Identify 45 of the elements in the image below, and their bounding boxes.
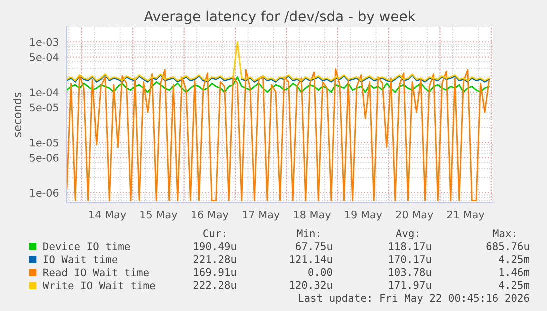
y-tick-label: 5e-05 [30, 104, 58, 112]
line-series [67, 76, 490, 94]
text: 118.17u [389, 242, 432, 250]
text: 103.78u [389, 268, 432, 276]
x-tick-label: 19 May [346, 210, 382, 221]
text: 4.25m [499, 255, 530, 264]
y-tick-label: 5e-06 [30, 154, 59, 162]
text: 1.46m [500, 268, 530, 276]
text: 190.49u [194, 242, 236, 250]
text: Max: [493, 230, 516, 238]
y-tick-label: 1e-04 [30, 88, 59, 96]
y-tick-label: 1e-03 [30, 38, 59, 46]
legend-label: Read IO Wait time [44, 268, 149, 277]
y-tick-label: 1e-06 [30, 189, 59, 198]
y-tick-label: 5e-04 [30, 53, 59, 62]
text: 4.25m [499, 281, 530, 290]
x-tick-label: 14 May [90, 210, 126, 221]
text: 221.28u [194, 255, 236, 264]
text: Cur: [204, 230, 226, 238]
text: 171.97u [389, 281, 432, 290]
text: 222.28u [194, 281, 236, 290]
x-tick-label: 20 May [396, 210, 434, 221]
legend-label: Write IO Wait time [42, 282, 156, 290]
text: 120.32u [290, 281, 332, 290]
text: 170.17u [389, 255, 432, 264]
line-series [67, 68, 490, 202]
text: Last update: Fri May 22 00:45:16 2026 [299, 294, 530, 304]
x-tick-label: 17 May [243, 210, 280, 221]
text: 121.14u [290, 255, 332, 264]
x-tick-label: 18 May [294, 210, 331, 221]
legend-label: Device IO time [44, 242, 130, 250]
text: 0.00 [308, 268, 332, 276]
x-tick-label: 21 May [448, 210, 485, 221]
x-tick-label: 16 May [192, 210, 229, 221]
x-tick-label: 15 May [140, 210, 178, 221]
line-series [67, 41, 490, 82]
y-axis-title: seconds [13, 92, 22, 138]
text: 67.75u [296, 242, 332, 250]
text: Min: [297, 229, 320, 238]
chart-title: Average latency for /dev/sda - by week [144, 10, 416, 24]
text: 169.91u [194, 268, 236, 276]
text: 685.76u [486, 242, 530, 250]
legend-label: IO Wait time [44, 255, 118, 264]
y-tick-label: 1e-05 [30, 138, 58, 147]
text: Avg: [396, 230, 418, 240]
